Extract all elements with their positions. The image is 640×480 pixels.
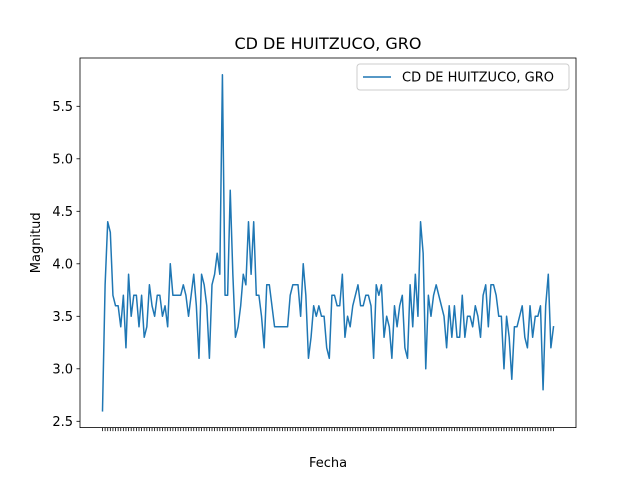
y-tick-label: 5.5	[52, 100, 73, 115]
y-tick-label: 2.5	[52, 415, 73, 430]
y-axis-ticks: 2.5 3.0 3.5 4.0 4.5 5.0 5.5	[52, 100, 80, 430]
legend-box	[356, 63, 570, 91]
y-tick-label: 5.0	[52, 152, 73, 167]
legend: CD DE HUITZUCO, GRO	[356, 63, 570, 91]
y-axis-label: Magnitud	[29, 212, 44, 273]
y-tick-label: 4.5	[52, 205, 73, 220]
y-tick-label: 4.0	[52, 257, 73, 272]
legend-label: CD DE HUITZUCO, GRO	[402, 71, 554, 86]
x-axis-ticks	[102, 427, 554, 432]
chart-title: CD DE HUITZUCO, GRO	[234, 34, 421, 53]
axes-frame	[79, 57, 577, 429]
plot-area: 2.5 3.0 3.5 4.0 4.5 5.0 5.5	[52, 57, 577, 432]
series-line	[101, 74, 555, 412]
y-tick-label: 3.0	[52, 362, 73, 377]
x-axis-label: Fecha	[309, 456, 347, 471]
y-tick-label: 3.5	[52, 310, 73, 325]
